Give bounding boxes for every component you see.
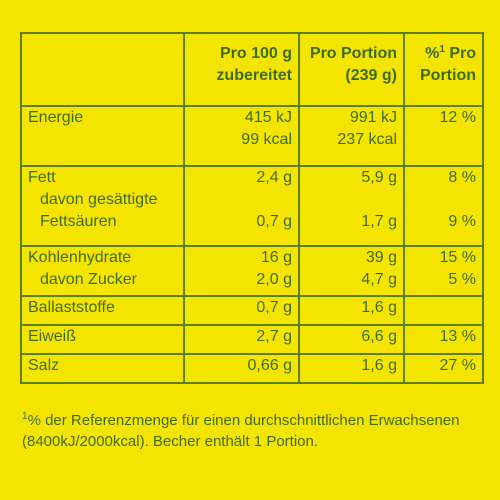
fettsaeuren-label-line2: Fettsäuren	[40, 213, 117, 230]
spacer	[306, 189, 397, 211]
salz-portion: 1,6 g	[298, 353, 405, 384]
fettsaeuren-portion-value: 1,7 g	[361, 213, 397, 230]
ballaststoffe-per100: 0,7 g	[183, 295, 300, 326]
table-row: Ballaststoffe 0,7 g 1,6 g	[20, 295, 484, 326]
fett-label: Fett	[28, 169, 56, 186]
header-per-100g-line2: zubereitet	[216, 67, 292, 84]
table-header-row: Pro 100 g zubereitet Pro Portion (239 g)…	[20, 32, 484, 107]
energie-per100: 415 kJ 99 kcal	[183, 105, 300, 167]
header-per-100g: Pro 100 g zubereitet	[183, 32, 300, 107]
kohlenhydrate-portion-value: 39 g	[365, 249, 397, 266]
zucker-portion-value: 4,7 g	[361, 271, 397, 288]
eiweiss-pct: 13 %	[403, 324, 484, 355]
energie-portion-kj: 991 kJ	[349, 109, 397, 126]
fett-portion-value: 5,9 g	[361, 169, 397, 186]
zucker-per100-value: 2,0 g	[256, 271, 292, 288]
header-empty-cell	[20, 32, 185, 107]
row-label-energie: Energie	[20, 105, 185, 167]
table-row: Kohlenhydrate davon Zucker 16 g 2,0 g 39…	[20, 245, 484, 297]
zucker-label: davon Zucker	[40, 271, 137, 288]
kohlenhydrate-pct-value: 15 %	[439, 249, 476, 266]
energie-per100-kcal: 99 kcal	[241, 131, 292, 148]
header-per-portion-line1: Pro Portion	[309, 45, 397, 62]
header-percent-line2: Portion	[420, 67, 476, 84]
table-row: Eiweiß 2,7 g 6,6 g 13 %	[20, 324, 484, 355]
header-percent-sign: %	[425, 45, 440, 62]
table-row: Energie 415 kJ 99 kcal 991 kJ 237 kcal 1…	[20, 105, 484, 167]
table-row: Fett davon gesättigte Fettsäuren 2,4 g 0…	[20, 165, 484, 247]
row-label-salz: Salz	[20, 353, 185, 384]
fett-portion: 5,9 g 1,7 g	[298, 165, 405, 247]
energie-portion-kcal: 237 kcal	[337, 131, 397, 148]
header-percent-line1: %1 Pro	[411, 43, 476, 65]
header-per-100g-line1: Pro 100 g	[219, 45, 292, 62]
footnote: 1% der Referenzmenge für einen durchschn…	[22, 410, 482, 452]
ballaststoffe-portion: 1,6 g	[298, 295, 405, 326]
fett-pct-value: 8 %	[448, 169, 476, 186]
header-per-portion-line2: (239 g)	[345, 67, 397, 84]
kohlenhydrate-pct: 15 % 5 %	[403, 245, 484, 297]
energie-portion: 991 kJ 237 kcal	[298, 105, 405, 167]
table-row: Salz 0,66 g 1,6 g 27 %	[20, 353, 484, 384]
eiweiss-portion: 6,6 g	[298, 324, 405, 355]
footnote-line2: (8400kJ/2000kcal). Becher enthält 1 Port…	[22, 433, 319, 450]
row-label-ballaststoffe: Ballaststoffe	[20, 295, 185, 326]
row-label-kohlenhydrate: Kohlenhydrate davon Zucker	[20, 245, 185, 297]
header-percent-portion: %1 Pro Portion	[403, 32, 484, 107]
energie-pct: 12 %	[403, 105, 484, 167]
spacer	[411, 189, 476, 211]
footnote-line1: 1% der Referenzmenge für einen durchschn…	[22, 410, 482, 431]
fett-per100: 2,4 g 0,7 g	[183, 165, 300, 247]
header-footnote-ref: 1	[439, 44, 445, 55]
row-label-eiweiss: Eiweiß	[20, 324, 185, 355]
footnote-text1: % der Referenzmenge für einen durchschni…	[27, 412, 460, 429]
kohlenhydrate-per100-value: 16 g	[260, 249, 292, 266]
salz-pct: 27 %	[403, 353, 484, 384]
row-label-fett: Fett davon gesättigte Fettsäuren	[20, 165, 185, 247]
energie-per100-kj: 415 kJ	[244, 109, 292, 126]
salz-per100: 0,66 g	[183, 353, 300, 384]
fett-pct: 8 % 9 %	[403, 165, 484, 247]
spacer	[191, 189, 292, 211]
eiweiss-per100: 2,7 g	[183, 324, 300, 355]
fettsaeuren-per100-value: 0,7 g	[256, 213, 292, 230]
fettsaeuren-pct-value: 9 %	[448, 213, 476, 230]
zucker-pct-value: 5 %	[448, 271, 476, 288]
kohlenhydrate-per100: 16 g 2,0 g	[183, 245, 300, 297]
fett-per100-value: 2,4 g	[256, 169, 292, 186]
nutrition-table: Pro 100 g zubereitet Pro Portion (239 g)…	[20, 32, 484, 384]
ballaststoffe-pct	[403, 295, 484, 326]
footnote-marker: 1	[22, 411, 28, 422]
header-percent-pro: Pro	[449, 45, 476, 62]
kohlenhydrate-portion: 39 g 4,7 g	[298, 245, 405, 297]
fettsaeuren-label-line1: davon gesättigte	[40, 191, 158, 208]
header-per-portion: Pro Portion (239 g)	[298, 32, 405, 107]
kohlenhydrate-label: Kohlenhydrate	[28, 249, 132, 266]
